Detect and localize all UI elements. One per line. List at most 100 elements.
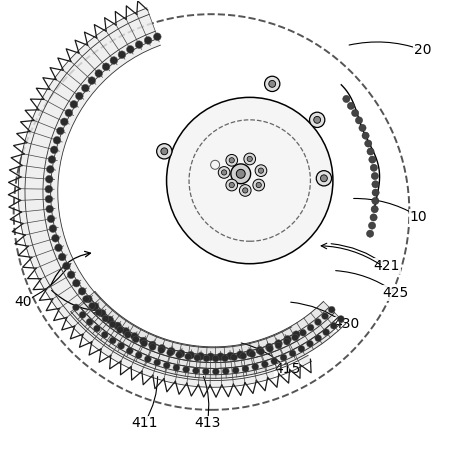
Circle shape xyxy=(213,355,219,362)
Circle shape xyxy=(300,329,306,336)
Circle shape xyxy=(102,315,109,322)
Circle shape xyxy=(88,77,95,84)
Circle shape xyxy=(124,331,131,338)
Circle shape xyxy=(157,144,172,159)
Circle shape xyxy=(323,329,330,336)
Polygon shape xyxy=(18,8,312,387)
Circle shape xyxy=(242,365,249,372)
Circle shape xyxy=(70,101,78,108)
Circle shape xyxy=(127,46,134,53)
Circle shape xyxy=(370,164,377,171)
Circle shape xyxy=(314,116,321,123)
Circle shape xyxy=(236,351,244,359)
Circle shape xyxy=(141,340,147,347)
Circle shape xyxy=(262,361,268,368)
Circle shape xyxy=(372,181,379,188)
Circle shape xyxy=(83,295,90,302)
Circle shape xyxy=(252,364,258,370)
Circle shape xyxy=(55,244,62,252)
Circle shape xyxy=(193,368,199,374)
Circle shape xyxy=(202,368,209,375)
Circle shape xyxy=(194,354,201,361)
Circle shape xyxy=(207,353,214,361)
Circle shape xyxy=(231,354,237,361)
Circle shape xyxy=(131,333,138,341)
Circle shape xyxy=(76,92,83,100)
Circle shape xyxy=(322,313,328,319)
Circle shape xyxy=(226,154,238,166)
Circle shape xyxy=(232,367,239,374)
Circle shape xyxy=(328,306,335,313)
Text: 411: 411 xyxy=(131,416,157,430)
Circle shape xyxy=(292,331,300,339)
Circle shape xyxy=(48,156,56,163)
Circle shape xyxy=(372,189,379,196)
Circle shape xyxy=(255,165,267,176)
Circle shape xyxy=(49,225,57,232)
Circle shape xyxy=(153,33,161,41)
Circle shape xyxy=(223,368,229,375)
Circle shape xyxy=(95,69,102,77)
Circle shape xyxy=(73,304,79,311)
Circle shape xyxy=(218,166,230,178)
Circle shape xyxy=(352,110,359,117)
Circle shape xyxy=(53,137,61,144)
Circle shape xyxy=(185,353,191,360)
Circle shape xyxy=(118,51,126,59)
Circle shape xyxy=(86,318,93,325)
Circle shape xyxy=(320,175,327,182)
Circle shape xyxy=(371,206,378,213)
Circle shape xyxy=(236,169,245,178)
Circle shape xyxy=(284,338,290,345)
Circle shape xyxy=(95,309,102,316)
Circle shape xyxy=(45,185,53,193)
Circle shape xyxy=(149,341,156,349)
Circle shape xyxy=(94,325,101,332)
Circle shape xyxy=(364,140,372,147)
Circle shape xyxy=(271,358,278,364)
Circle shape xyxy=(369,156,376,163)
Circle shape xyxy=(73,279,80,287)
Circle shape xyxy=(269,80,276,87)
Circle shape xyxy=(56,127,64,135)
Text: 430: 430 xyxy=(333,318,359,331)
Circle shape xyxy=(173,364,180,371)
Circle shape xyxy=(47,215,55,223)
Circle shape xyxy=(355,117,363,124)
Circle shape xyxy=(275,342,282,349)
Circle shape xyxy=(110,57,118,64)
Circle shape xyxy=(79,312,86,318)
Circle shape xyxy=(369,222,375,229)
Circle shape xyxy=(231,164,251,184)
Circle shape xyxy=(135,352,142,359)
Circle shape xyxy=(78,287,86,295)
Circle shape xyxy=(258,348,264,355)
Circle shape xyxy=(253,179,264,191)
Circle shape xyxy=(243,188,248,193)
Circle shape xyxy=(65,109,73,117)
Circle shape xyxy=(347,102,354,110)
Circle shape xyxy=(45,175,53,183)
Circle shape xyxy=(126,347,133,354)
Circle shape xyxy=(307,324,314,331)
Circle shape xyxy=(213,368,219,375)
Circle shape xyxy=(84,295,92,303)
Circle shape xyxy=(61,118,68,126)
Circle shape xyxy=(177,350,185,357)
Circle shape xyxy=(284,336,291,343)
Circle shape xyxy=(229,182,235,188)
Circle shape xyxy=(45,195,53,203)
Circle shape xyxy=(203,355,210,362)
Text: 425: 425 xyxy=(383,286,409,300)
Circle shape xyxy=(256,182,261,188)
Circle shape xyxy=(167,97,333,264)
Circle shape xyxy=(167,350,174,356)
Text: 10: 10 xyxy=(409,210,427,224)
Circle shape xyxy=(109,321,116,328)
Circle shape xyxy=(145,356,151,363)
Circle shape xyxy=(122,327,130,335)
Circle shape xyxy=(359,124,366,132)
Circle shape xyxy=(133,336,139,343)
Circle shape xyxy=(372,198,379,204)
Circle shape xyxy=(267,345,273,352)
